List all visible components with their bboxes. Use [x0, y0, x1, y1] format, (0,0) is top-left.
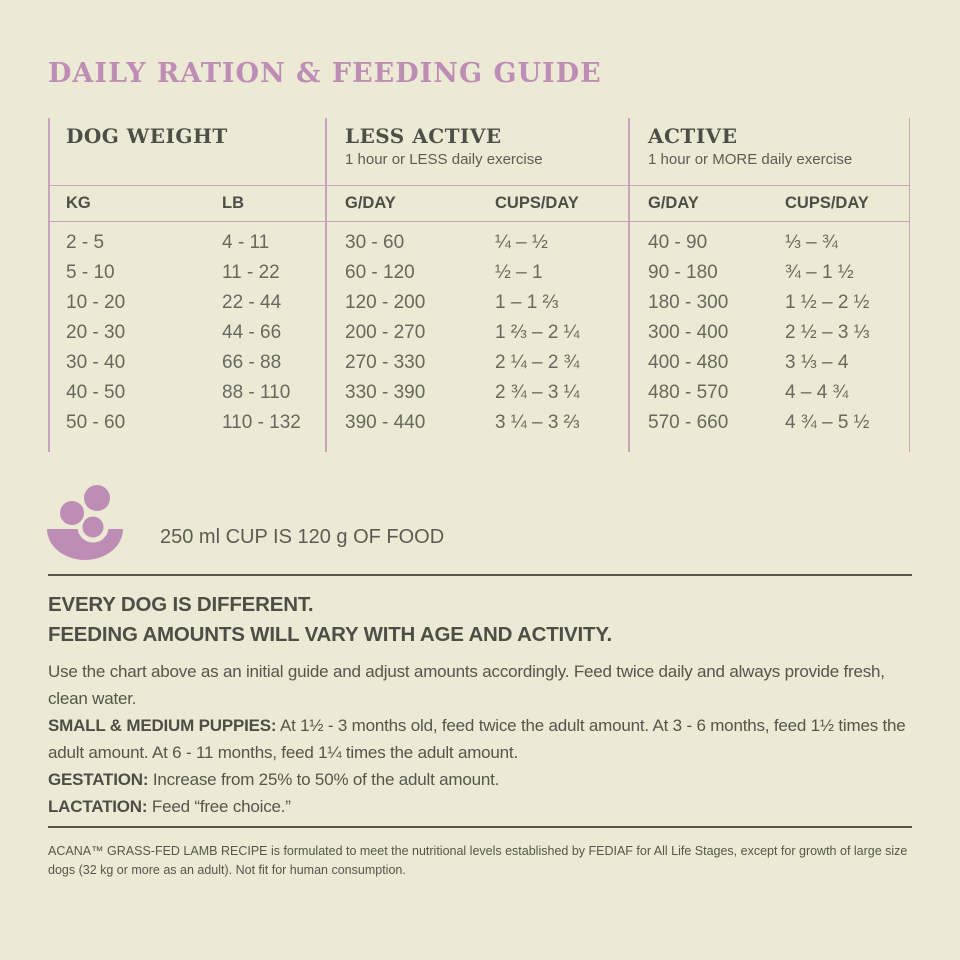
- feeding-notes-section: EVERY DOG IS DIFFERENT. FEEDING AMOUNTS …: [48, 590, 914, 820]
- table-row: 30 - 40 66 - 88 270 - 330 2 ¼ – 2 ¾ 400 …: [48, 348, 910, 378]
- cell-gday-less: 330 - 390: [345, 382, 426, 403]
- cell-lb: 88 - 110: [222, 382, 291, 403]
- cell-kg: 5 - 10: [66, 262, 115, 283]
- group-subtitle: 1 hour or LESS daily exercise: [345, 151, 543, 168]
- table-row: 5 - 10 11 - 22 60 - 120 ½ – 1 90 - 180 ¾…: [48, 258, 910, 288]
- cell-cups-active: 2 ½ – 3 ⅓: [785, 322, 870, 343]
- note-puppies-label: SMALL & MEDIUM PUPPIES:: [48, 716, 277, 735]
- table-row: 40 - 50 88 - 110 330 - 390 2 ¾ – 3 ¼ 480…: [48, 378, 910, 408]
- cup-measure-text: 250 ml CUP IS 120 g OF FOOD: [160, 525, 445, 548]
- cell-cups-active: 1 ½ – 2 ½: [785, 292, 870, 313]
- page-title: DAILY RATION & FEEDING GUIDE: [48, 58, 602, 89]
- cell-cups-less: 1 ⅔ – 2 ¼: [495, 322, 580, 343]
- group-title: LESS ACTIVE: [345, 124, 502, 148]
- notes-intro: Use the chart above as an initial guide …: [48, 662, 885, 708]
- cell-cups-less: ½ – 1: [495, 262, 543, 283]
- table-row: 10 - 20 22 - 44 120 - 200 1 – 1 ⅔ 180 - …: [48, 288, 910, 318]
- note-lactation-label: LACTATION:: [48, 797, 148, 816]
- cell-cups-less: 1 – 1 ⅔: [495, 292, 559, 313]
- column-header-cupsday-less-active: CUPS/DAY: [495, 194, 579, 212]
- cell-lb: 110 - 132: [222, 412, 301, 433]
- group-subtitle: 1 hour or MORE daily exercise: [648, 151, 853, 168]
- section-divider: [48, 574, 912, 576]
- group-title: ACTIVE: [648, 124, 738, 148]
- cell-lb: 66 - 88: [222, 352, 282, 373]
- cell-lb: 44 - 66: [222, 322, 282, 343]
- cell-lb: 11 - 22: [222, 262, 280, 283]
- note-lactation: LACTATION: Feed “free choice.”: [48, 793, 914, 820]
- cell-gday-active: 400 - 480: [648, 352, 729, 373]
- food-bowl-icon: [47, 485, 123, 560]
- feeding-table: DOG WEIGHT LESS ACTIVE 1 hour or LESS da…: [48, 118, 910, 452]
- cell-gday-active: 480 - 570: [648, 382, 729, 403]
- note-gestation: GESTATION: Increase from 25% to 50% of t…: [48, 766, 914, 793]
- cell-cups-active: 4 – 4 ¾: [785, 382, 849, 403]
- table-column-header-row: KG LB G/DAY CUPS/DAY G/DAY CUPS/DAY: [48, 185, 910, 222]
- cell-cups-active: ¾ – 1 ½: [785, 262, 854, 283]
- cell-gday-active: 90 - 180: [648, 262, 718, 283]
- cell-kg: 30 - 40: [66, 352, 126, 373]
- column-header-cupsday-active: CUPS/DAY: [785, 194, 869, 212]
- note-lactation-text: Feed “free choice.”: [147, 797, 291, 816]
- cell-kg: 50 - 60: [66, 412, 126, 433]
- table-row: 20 - 30 44 - 66 200 - 270 1 ⅔ – 2 ¼ 300 …: [48, 318, 910, 348]
- cell-cups-less: 3 ¼ – 3 ⅔: [495, 412, 580, 433]
- cell-gday-active: 180 - 300: [648, 292, 729, 313]
- group-header-less-active: LESS ACTIVE 1 hour or LESS daily exercis…: [325, 118, 628, 185]
- table-vertical-divider: [628, 118, 630, 452]
- cell-cups-less: 2 ¼ – 2 ¾: [495, 352, 580, 373]
- column-header-gday-active: G/DAY: [648, 194, 699, 212]
- cell-lb: 22 - 44: [222, 292, 282, 313]
- table-body: 2 - 5 4 - 11 30 - 60 ¼ – ½ 40 - 90 ⅓ – ¾…: [48, 222, 910, 438]
- cell-gday-less: 30 - 60: [345, 232, 405, 253]
- cell-gday-less: 60 - 120: [345, 262, 415, 283]
- cell-cups-active: ⅓ – ¾: [785, 232, 838, 253]
- cell-lb: 4 - 11: [222, 232, 270, 253]
- note-puppies: SMALL & MEDIUM PUPPIES: At 1½ - 3 months…: [48, 712, 914, 766]
- column-header-lb: LB: [222, 194, 244, 212]
- cell-cups-active: 3 ⅓ – 4: [785, 352, 849, 373]
- notes-heading-line2: FEEDING AMOUNTS WILL VARY WITH AGE AND A…: [48, 623, 613, 646]
- footer-divider: [48, 826, 912, 828]
- table-vertical-divider: [325, 118, 327, 452]
- table-vertical-divider: [908, 118, 910, 452]
- cell-kg: 40 - 50: [66, 382, 126, 403]
- cell-gday-active: 40 - 90: [648, 232, 708, 253]
- column-header-gday-less-active: G/DAY: [345, 194, 396, 212]
- cell-cups-less: 2 ¾ – 3 ¼: [495, 382, 580, 403]
- group-header-dog-weight: DOG WEIGHT: [48, 118, 325, 185]
- cell-gday-less: 390 - 440: [345, 412, 426, 433]
- cell-gday-active: 570 - 660: [648, 412, 729, 433]
- notes-heading: EVERY DOG IS DIFFERENT. FEEDING AMOUNTS …: [48, 590, 914, 650]
- note-gestation-text: Increase from 25% to 50% of the adult am…: [148, 770, 500, 789]
- table-row: 2 - 5 4 - 11 30 - 60 ¼ – ½ 40 - 90 ⅓ – ¾: [48, 228, 910, 258]
- table-group-header-row: DOG WEIGHT LESS ACTIVE 1 hour or LESS da…: [48, 118, 910, 185]
- cup-measure-note: 250 ml CUP IS 120 g OF FOOD: [45, 483, 444, 563]
- table-vertical-divider: [48, 118, 50, 452]
- cell-kg: 2 - 5: [66, 232, 105, 253]
- cell-cups-less: ¼ – ½: [495, 232, 548, 253]
- cell-kg: 20 - 30: [66, 322, 126, 343]
- notes-body: Use the chart above as an initial guide …: [48, 658, 914, 820]
- group-header-active: ACTIVE 1 hour or MORE daily exercise: [628, 118, 910, 185]
- cell-gday-active: 300 - 400: [648, 322, 729, 343]
- note-gestation-label: GESTATION:: [48, 770, 149, 789]
- column-header-kg: KG: [66, 194, 91, 212]
- cell-gday-less: 270 - 330: [345, 352, 426, 373]
- group-title: DOG WEIGHT: [66, 124, 228, 148]
- cell-gday-less: 200 - 270: [345, 322, 426, 343]
- notes-heading-line1: EVERY DOG IS DIFFERENT.: [48, 593, 314, 616]
- footer-disclaimer: ACANA™ GRASS-FED LAMB RECIPE is formulat…: [48, 844, 908, 877]
- table-row: 50 - 60 110 - 132 390 - 440 3 ¼ – 3 ⅔ 57…: [48, 408, 910, 438]
- note-puppies-text: At 1½ - 3 months old, feed twice the adu…: [48, 716, 906, 762]
- cell-kg: 10 - 20: [66, 292, 126, 313]
- cell-cups-active: 4 ¾ – 5 ½: [785, 412, 870, 433]
- cell-gday-less: 120 - 200: [345, 292, 426, 313]
